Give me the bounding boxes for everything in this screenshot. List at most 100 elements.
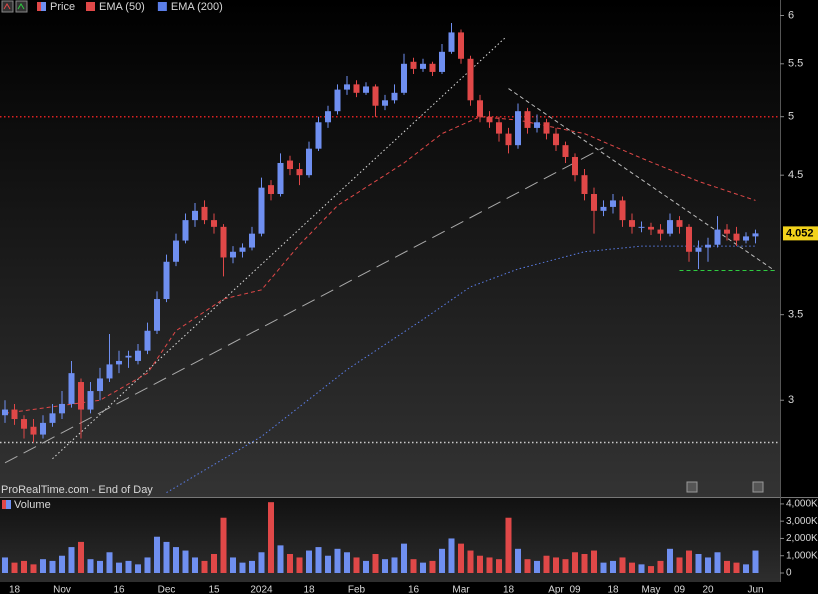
- x-tick-label: Apr: [548, 585, 564, 594]
- volume-bar: [515, 548, 521, 573]
- x-tick-label: Feb: [348, 585, 366, 594]
- volume-bar: [325, 555, 331, 573]
- candle-body: [496, 122, 502, 134]
- volume-bar: [249, 560, 255, 573]
- x-tick-label: Nov: [53, 585, 71, 594]
- volume-bar: [705, 557, 711, 573]
- legend-swatch: [86, 2, 95, 11]
- volume-bar: [363, 560, 369, 573]
- y-tick-label: 1,000K: [786, 550, 818, 561]
- volume-bar: [714, 552, 721, 573]
- volume-bar: [458, 543, 464, 573]
- candle-body: [363, 86, 369, 93]
- candle-body: [458, 32, 464, 59]
- candle-body: [372, 86, 379, 106]
- candle-body: [182, 220, 189, 241]
- volume-bar: [743, 564, 749, 573]
- ema-line: [166, 245, 756, 494]
- candle-body: [724, 229, 730, 234]
- candle-body: [97, 378, 103, 392]
- legend-swatch: [2, 500, 11, 509]
- candle-body: [334, 89, 341, 112]
- volume-bar: [610, 560, 616, 573]
- tool-icon-glyph: [3, 3, 11, 10]
- candle-body: [249, 233, 255, 248]
- candle-body: [676, 220, 683, 227]
- volume-bar: [173, 547, 179, 573]
- volume-bar: [163, 541, 170, 573]
- candle-body: [325, 111, 331, 123]
- volume-bar: [733, 562, 740, 573]
- tool-icon-glyph: [17, 3, 25, 10]
- volume-bar: [382, 559, 388, 573]
- volume-bar: [439, 548, 445, 573]
- volume-bar: [724, 560, 730, 573]
- candle-body: [657, 229, 664, 234]
- y-tick-label: 3.5: [788, 309, 803, 321]
- candle-body: [515, 111, 521, 146]
- tool-icon[interactable]: [15, 0, 28, 13]
- candle-body: [258, 187, 265, 234]
- legend-label[interactable]: Price: [50, 1, 75, 13]
- last-price-box: [783, 226, 818, 241]
- volume-bar: [192, 557, 198, 573]
- candle-body: [600, 206, 607, 211]
- x-tick-label: 16: [408, 585, 420, 594]
- volume-bar: [629, 562, 635, 573]
- volume-bar: [667, 548, 673, 573]
- candle-body: [201, 206, 208, 221]
- candle-body: [543, 122, 550, 134]
- y-tick-label: 4,000K: [786, 499, 818, 510]
- volume-bar: [30, 564, 37, 573]
- trend-line: [508, 88, 775, 271]
- volume-bar: [154, 536, 160, 573]
- candle-body: [296, 169, 303, 176]
- candle-body: [686, 226, 692, 252]
- trend-line: [52, 37, 506, 460]
- candle-body: [705, 244, 711, 248]
- tool-icon[interactable]: [1, 0, 14, 13]
- candle-body: [2, 409, 8, 416]
- volume-bar: [401, 543, 407, 573]
- candle-body: [581, 175, 588, 194]
- volume-bar: [372, 554, 379, 573]
- x-tick-label: 09: [674, 585, 686, 594]
- volume-bar: [448, 538, 455, 573]
- legend-label[interactable]: EMA (200): [171, 1, 223, 13]
- volume-bar: [239, 562, 246, 573]
- volume-bar: [97, 560, 103, 573]
- volume-bar: [68, 547, 75, 573]
- candle-body: [477, 100, 483, 117]
- legend-swatch: [37, 2, 41, 11]
- candle-body: [220, 226, 227, 258]
- candle-body: [382, 100, 388, 106]
- candle-body: [420, 63, 426, 69]
- volume-bar: [391, 557, 398, 573]
- candle-body: [268, 185, 274, 194]
- tool-icon[interactable]: [752, 481, 764, 493]
- x-tick-label: 09: [569, 585, 581, 594]
- volume-bar: [87, 559, 94, 573]
- candle-body: [144, 330, 151, 351]
- volume-bar: [657, 560, 664, 573]
- volume-bar: [429, 560, 436, 573]
- candle-body: [629, 220, 635, 227]
- volume-bar: [467, 550, 474, 573]
- x-tick-label: May: [642, 585, 661, 594]
- candle-body: [610, 200, 616, 207]
- legend-label[interactable]: Volume: [14, 499, 51, 511]
- candle-body: [524, 111, 531, 128]
- candle-body: [667, 220, 673, 234]
- tool-icon[interactable]: [686, 481, 698, 493]
- x-tick-label: 18: [503, 585, 515, 594]
- volume-bar: [420, 562, 426, 573]
- volume-bar: [78, 541, 84, 573]
- legend-label[interactable]: EMA (50): [99, 1, 145, 13]
- candle-body: [353, 84, 360, 93]
- y-tick-label: 2,000K: [786, 533, 818, 544]
- candle-body: [553, 133, 559, 146]
- volume-bar: [277, 545, 284, 573]
- candle-body: [638, 226, 645, 228]
- volume-bar: [676, 557, 683, 573]
- last-price-label: 4.052: [786, 227, 814, 239]
